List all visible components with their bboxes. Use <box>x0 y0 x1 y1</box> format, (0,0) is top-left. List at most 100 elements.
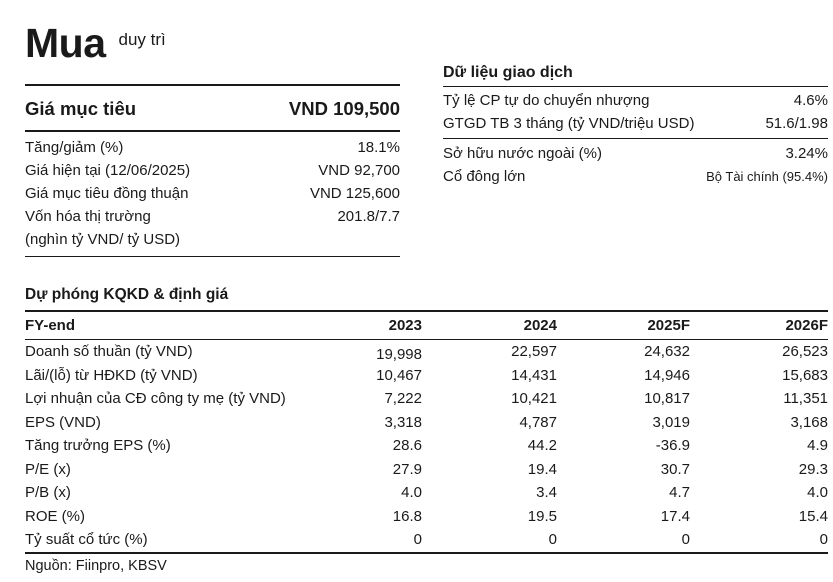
target-price-row: Giá mục tiêu VND 109,500 <box>25 86 400 132</box>
forecast-table: FY-end 2023 2024 2025F 2026F Doanh số th… <box>25 310 828 554</box>
price-row-value: 18.1% <box>357 139 400 156</box>
forecast-row-label: Tỷ suất cổ tức (%) <box>25 531 148 548</box>
forecast-cell: 10,817 <box>644 390 690 407</box>
forecast-cell: 26,523 <box>782 343 828 360</box>
forecast-cell: 19.4 <box>527 460 557 478</box>
trading-row: Cổ đông lớn Bộ Tài chính (95.4%) <box>443 165 828 188</box>
forecast-cell: 4.9 <box>807 437 828 454</box>
forecast-row: Tỷ suất cổ tức (%) 0 0 0 0 <box>25 528 828 552</box>
forecast-row-label: P/E (x) <box>25 460 71 478</box>
forecast-cell: 27.9 <box>392 460 422 478</box>
major-shareholder-value: Bộ Tài chính (95.4%) <box>706 169 828 184</box>
price-row-value: VND 125,600 <box>309 185 400 202</box>
forecast-row: EPS (VND) 3,318 4,787 3,019 3,168 <box>25 411 828 435</box>
forecast-cell: 7,222 <box>384 390 422 407</box>
column-header-2024: 2024 <box>523 317 557 334</box>
column-header-2023: 2023 <box>388 317 422 334</box>
forecast-row: ROE (%) 16.8 19.5 17.4 15.4 <box>25 505 828 529</box>
rating-action: Mua <box>25 20 106 66</box>
forecast-row: Lãi/(lỗ) từ HĐKD (tỷ VND) 10,467 14,431 … <box>25 364 828 388</box>
rating-header: Mua duy trì <box>25 20 166 66</box>
column-header-2026f: 2026F <box>785 317 828 334</box>
forecast-header-row: FY-end 2023 2024 2025F 2026F <box>25 312 828 340</box>
forecast-row: Doanh số thuần (tỷ VND) 19,998 22,597 24… <box>25 340 828 364</box>
forecast-cell: 28.6 <box>392 437 422 454</box>
forecast-row-label: ROE (%) <box>25 507 85 525</box>
trading-row-label: GTGD TB 3 tháng (tỷ VND/triệu USD) <box>443 115 695 132</box>
price-row-value: 201.8/7.7 <box>337 208 400 225</box>
forecast-cell: 4.7 <box>669 484 690 501</box>
forecast-row-label: Doanh số thuần (tỷ VND) <box>25 343 193 360</box>
price-row-label: (nghìn tỷ VND/ tỷ USD) <box>25 231 181 248</box>
forecast-row: Tăng trưởng EPS (%) 28.6 44.2 -36.9 4.9 <box>25 434 828 458</box>
forecast-cell: 17.4 <box>660 507 690 525</box>
forecast-cell: 15,683 <box>782 366 828 384</box>
forecast-cell: 10,421 <box>511 390 557 407</box>
forecast-cell: 10,467 <box>376 366 422 384</box>
trading-row-value: 3.24% <box>785 145 828 162</box>
forecast-cell: 19,998 <box>376 346 422 363</box>
target-price-value: VND 109,500 <box>288 98 400 119</box>
source-note: Nguồn: Fiinpro, KBSV <box>25 557 167 574</box>
forecast-cell: 3.4 <box>536 484 557 501</box>
trading-row-label: Sở hữu nước ngoài (%) <box>443 145 602 162</box>
forecast-row-label: Lãi/(lỗ) từ HĐKD (tỷ VND) <box>25 366 198 384</box>
price-row: Giá hiện tại (12/06/2025) VND 92,700 <box>25 159 400 182</box>
forecast-row: P/E (x) 27.9 19.4 30.7 29.3 <box>25 458 828 482</box>
forecast-section: Dự phóng KQKD & định giá FY-end 2023 202… <box>25 286 828 576</box>
forecast-cell: 44.2 <box>527 437 557 454</box>
forecast-cell: 14,946 <box>644 366 690 384</box>
forecast-cell: 4,787 <box>519 413 557 431</box>
trading-row-label: Tỷ lệ CP tự do chuyển nhượng <box>443 92 650 109</box>
forecast-cell: 11,351 <box>783 390 828 407</box>
forecast-cell: 24,632 <box>644 343 690 360</box>
forecast-row-label: P/B (x) <box>25 484 71 501</box>
column-header-2025f: 2025F <box>647 317 690 334</box>
trading-row-value: 4.6% <box>793 92 828 109</box>
forecast-row-label: Lợi nhuận của CĐ công ty mẹ (tỷ VND) <box>25 390 286 407</box>
forecast-cell: 0 <box>681 531 690 548</box>
trading-row: Tỷ lệ CP tự do chuyển nhượng 4.6% <box>443 89 828 112</box>
trading-data-lower-rows: Sở hữu nước ngoài (%) 3.24% Cổ đông lớn … <box>443 139 828 188</box>
forecast-cell: -36.9 <box>655 437 690 454</box>
forecast-cell: 16.8 <box>392 507 422 525</box>
trading-data-panel: Dữ liệu giao dịch Tỷ lệ CP tự do chuyển … <box>443 64 828 188</box>
forecast-title: Dự phóng KQKD & định giá <box>25 286 229 303</box>
forecast-cell: 3,168 <box>790 413 828 431</box>
price-row-label: Giá mục tiêu đồng thuận <box>25 185 189 202</box>
forecast-cell: 4.0 <box>807 484 828 501</box>
rating-qualifier: duy trì <box>118 30 166 49</box>
column-header-fy-end: FY-end <box>25 317 76 334</box>
forecast-cell: 3,318 <box>384 413 422 431</box>
price-row: (nghìn tỷ VND/ tỷ USD) <box>25 228 400 251</box>
price-row-label: Giá hiện tại (12/06/2025) <box>25 162 191 179</box>
forecast-cell: 0 <box>548 531 557 548</box>
forecast-cell: 30.7 <box>660 460 690 478</box>
forecast-cell: 0 <box>413 531 422 548</box>
price-summary-rows: Tăng/giảm (%) 18.1% Giá hiện tại (12/06/… <box>25 132 400 256</box>
forecast-row-label: EPS (VND) <box>25 413 101 431</box>
trading-data-upper-rows: Tỷ lệ CP tự do chuyển nhượng 4.6% GTGD T… <box>443 87 828 139</box>
price-row-label: Tăng/giảm (%) <box>25 139 124 156</box>
forecast-cell: 0 <box>819 531 828 548</box>
forecast-row-label: Tăng trưởng EPS (%) <box>25 437 171 454</box>
trading-row: Sở hữu nước ngoài (%) 3.24% <box>443 142 828 165</box>
target-price-label: Giá mục tiêu <box>25 98 137 119</box>
forecast-cell: 14,431 <box>511 366 557 384</box>
price-row: Tăng/giảm (%) 18.1% <box>25 136 400 159</box>
trading-row: GTGD TB 3 tháng (tỷ VND/triệu USD) 51.6/… <box>443 112 828 135</box>
forecast-cell: 22,597 <box>511 343 557 360</box>
forecast-row: Lợi nhuận của CĐ công ty mẹ (tỷ VND) 7,2… <box>25 387 828 411</box>
forecast-cell: 29.3 <box>798 460 828 478</box>
price-row: Giá mục tiêu đồng thuận VND 125,600 <box>25 182 400 205</box>
price-row: Vốn hóa thị trường 201.8/7.7 <box>25 205 400 228</box>
forecast-cell: 19.5 <box>527 507 557 525</box>
trading-row-label: Cổ đông lớn <box>443 168 526 185</box>
price-row-value: VND 92,700 <box>318 162 400 179</box>
trading-data-title: Dữ liệu giao dịch <box>443 64 828 87</box>
price-summary-panel: Giá mục tiêu VND 109,500 Tăng/giảm (%) 1… <box>25 84 400 257</box>
forecast-row: P/B (x) 4.0 3.4 4.7 4.0 <box>25 481 828 505</box>
forecast-cell: 3,019 <box>652 413 690 431</box>
trading-row-value: 51.6/1.98 <box>765 115 828 132</box>
